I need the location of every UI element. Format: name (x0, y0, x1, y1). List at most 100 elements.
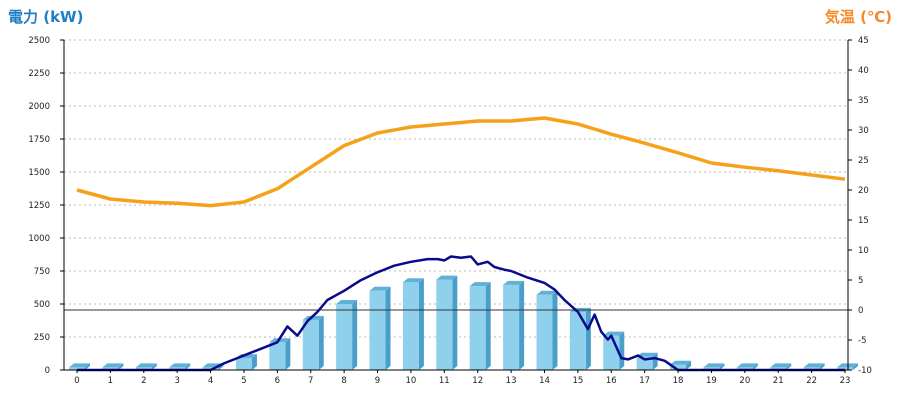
bar-top (636, 352, 658, 357)
bar (736, 367, 753, 370)
right-tick-label: 10 (858, 246, 869, 256)
left-tick-label: 1000 (28, 234, 50, 244)
left-tick-label: 2000 (28, 102, 50, 112)
right-tick-label: 45 (858, 36, 869, 46)
bar-side (719, 363, 725, 370)
x-tick-label: 7 (308, 376, 313, 386)
left-tick-label: 1750 (28, 135, 50, 145)
left-tick-label: 500 (34, 300, 50, 310)
right-tick-label: 30 (858, 126, 869, 136)
x-tick-label: 22 (806, 376, 817, 386)
lines (64, 116, 848, 372)
bar-side (385, 286, 391, 370)
bar-side (585, 307, 591, 370)
x-tick-label: 20 (739, 376, 750, 386)
temperature-line (76, 116, 846, 208)
left-tick-label: 750 (34, 267, 50, 277)
bar-side (352, 300, 358, 370)
bar-side (118, 363, 124, 370)
bar (102, 367, 119, 370)
bar-side (853, 363, 858, 370)
bar-top (369, 286, 391, 291)
axes: 02505007501000125015001750200022502500-1… (28, 36, 872, 386)
bar (336, 304, 353, 370)
bar-side (819, 363, 825, 370)
x-tick-label: 15 (572, 376, 583, 386)
bar-top (803, 363, 825, 368)
x-tick-label: 21 (773, 376, 784, 386)
x-tick-label: 2 (141, 376, 146, 386)
bar-top (336, 300, 358, 304)
bar-side (786, 363, 792, 370)
right-tick-label: -10 (858, 366, 872, 376)
bars (69, 275, 858, 370)
bar-top (603, 331, 625, 336)
bar (69, 367, 85, 370)
bar-top (536, 290, 558, 295)
x-tick-label: 8 (341, 376, 346, 386)
left-tick-label: 2500 (28, 36, 50, 46)
right-tick-label: 20 (858, 186, 869, 196)
bar (135, 367, 152, 370)
bar-top (302, 315, 324, 320)
bar (536, 294, 553, 370)
bar (169, 367, 186, 370)
bar (703, 367, 720, 370)
x-tick-label: 3 (174, 376, 179, 386)
power-line (77, 255, 845, 372)
right-tick-label: 25 (858, 156, 869, 166)
bar-top (135, 363, 157, 368)
bar-top (469, 282, 491, 287)
bar-top (503, 280, 525, 285)
bar-side (151, 363, 157, 370)
bar (803, 367, 820, 370)
bar (770, 367, 787, 370)
bar (469, 286, 486, 370)
left-tick-label: 2250 (28, 69, 50, 79)
bar-side (519, 280, 525, 370)
bar (569, 311, 586, 370)
bar-side (452, 275, 458, 370)
bar (603, 335, 620, 370)
x-tick-label: 1 (108, 376, 113, 386)
x-tick-label: 5 (241, 376, 246, 386)
bar (837, 367, 853, 370)
bar-top (102, 363, 124, 368)
x-tick-label: 12 (472, 376, 483, 386)
bar-top (169, 363, 191, 368)
bar (402, 282, 419, 370)
x-tick-label: 23 (840, 376, 851, 386)
right-axis-title: 気温 (℃) (824, 8, 892, 26)
bar-top (69, 363, 90, 368)
x-tick-label: 10 (405, 376, 416, 386)
bar-top (770, 363, 792, 368)
x-tick-label: 14 (539, 376, 550, 386)
bar-top (402, 278, 424, 283)
bar (235, 358, 252, 370)
bar-side (285, 338, 291, 370)
x-tick-label: 0 (74, 376, 79, 386)
right-tick-label: 0 (858, 306, 863, 316)
bar-top (436, 275, 458, 280)
bar-side (85, 363, 90, 370)
left-tick-label: 250 (34, 333, 50, 343)
bar (670, 364, 687, 370)
bar-side (185, 363, 191, 370)
right-tick-label: 35 (858, 96, 869, 106)
right-tick-label: 15 (858, 216, 869, 226)
bar-top (670, 360, 692, 365)
x-tick-label: 16 (606, 376, 617, 386)
right-tick-label: -5 (858, 336, 866, 346)
x-tick-label: 17 (639, 376, 650, 386)
x-tick-label: 4 (208, 376, 213, 386)
bar-side (418, 278, 424, 370)
left-tick-label: 0 (45, 366, 50, 376)
x-tick-label: 13 (506, 376, 517, 386)
bar-top (703, 363, 725, 368)
right-tick-label: 40 (858, 66, 869, 76)
bar-side (318, 315, 324, 370)
bar-side (686, 360, 692, 370)
right-tick-label: 5 (858, 276, 863, 286)
